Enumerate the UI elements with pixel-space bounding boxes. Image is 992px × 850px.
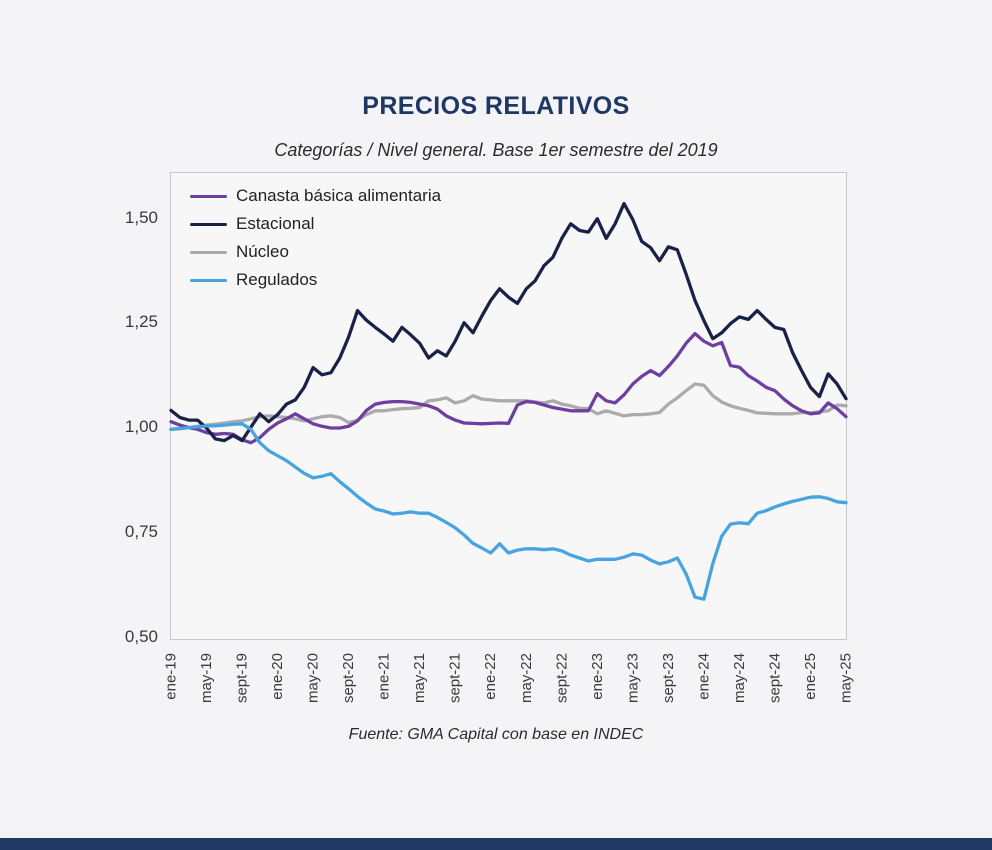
legend-label: Canasta básica alimentaria	[236, 186, 442, 205]
legend-swatch	[190, 222, 227, 226]
legend-item: Núcleo	[190, 238, 441, 266]
legend-label: Estacional	[236, 214, 315, 233]
plot-area	[169, 172, 848, 640]
x-axis-tick-label: ene-20	[269, 653, 286, 700]
x-axis-tick-label: may-23	[624, 653, 641, 703]
x-axis-tick-label: may-21	[411, 653, 428, 703]
legend-label: Regulados	[236, 270, 318, 289]
bottom-accent-bar	[0, 838, 992, 850]
x-axis-tick-label: sept-22	[553, 653, 570, 703]
series-line-4	[169, 422, 848, 601]
series-line-3	[169, 382, 848, 431]
x-axis-tick-label: ene-19	[163, 653, 180, 700]
y-axis-tick-label: 0,50	[124, 627, 158, 646]
x-axis-tick-label: sept-19	[234, 653, 251, 703]
legend-swatch	[190, 250, 227, 254]
x-axis-tick-label: ene-22	[482, 653, 499, 700]
x-axis-tick-label: sept-21	[447, 653, 464, 703]
y-axis-tick-label: 1,50	[124, 207, 158, 227]
y-axis-tick-label: 1,00	[124, 417, 158, 437]
legend-swatch	[190, 278, 227, 282]
legend-item: Canasta básica alimentaria	[190, 182, 441, 210]
series-line-2	[169, 201, 848, 443]
chart-legend: Canasta básica alimentaria Estacional Núcl…	[190, 182, 441, 294]
legend-item: Regulados	[190, 266, 441, 294]
x-axis-labels: ene-19 may-19 sept-19 ene-20 may-20 sept-20 en…	[163, 653, 855, 703]
x-axis-tick-label: may-24	[731, 653, 748, 703]
y-axis-tick-label: 0,75	[124, 522, 158, 542]
chart-lines	[169, 201, 848, 601]
x-axis-tick-label: may-20	[305, 653, 322, 703]
chart-subtitle: Categorías / Nivel general. Base 1er sem…	[274, 140, 718, 160]
x-axis-tick-label: may-25	[838, 653, 855, 703]
legend-label: Núcleo	[236, 242, 289, 261]
legend-swatch	[190, 194, 227, 198]
series-line-1	[169, 331, 848, 445]
x-axis-tick-label: ene-25	[802, 653, 819, 700]
x-axis-tick-label: sept-23	[660, 653, 677, 703]
source-note: Fuente: GMA Capital con base en INDEC	[348, 726, 644, 743]
chart-title: PRECIOS RELATIVOS	[362, 92, 630, 120]
x-axis-tick-label: ene-24	[695, 653, 712, 700]
legend-item: Estacional	[190, 210, 441, 238]
x-axis-tick-label: sept-20	[340, 653, 357, 703]
y-axis-tick-label: 1,25	[124, 312, 158, 332]
x-axis-tick-label: ene-23	[589, 653, 606, 700]
x-axis-tick-label: sept-24	[766, 653, 783, 703]
x-axis-tick-label: may-19	[198, 653, 215, 703]
x-axis-tick-label: ene-21	[376, 653, 393, 700]
x-axis-tick-label: may-22	[518, 653, 535, 703]
